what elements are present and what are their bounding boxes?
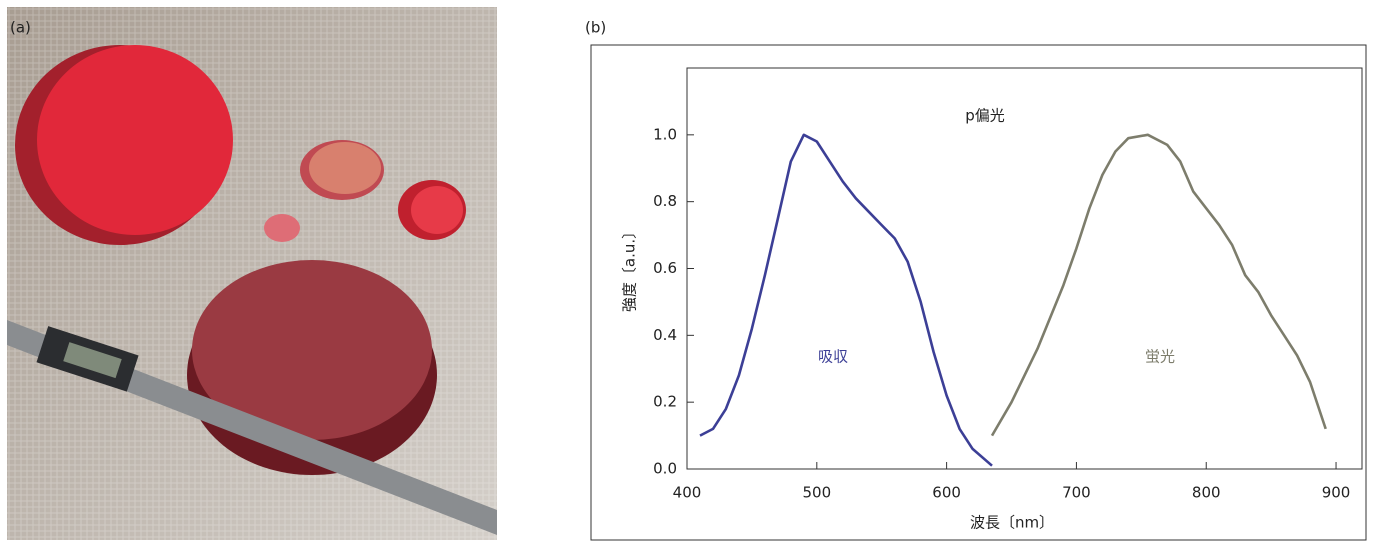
y-tick-label: 0.0 [653,460,677,478]
series-line [992,135,1326,436]
series-line [700,135,992,466]
x-tick-label: 600 [932,484,961,502]
x-tick-label: 700 [1062,484,1091,502]
annotation: 吸収 [818,348,848,366]
y-tick-label: 0.6 [653,259,677,277]
page: (a) (b) 波長〔nm〕 強度〔a.u.〕 400 500 600 700 800 9… [0,0,1373,547]
annotation: 蛍光 [1145,348,1175,366]
y-tick-label: 0.8 [653,192,677,210]
photo [7,7,497,540]
annotation: p偏光 [965,107,1005,125]
y-tick-label: 0.4 [653,326,677,344]
x-tick-label: 500 [802,484,831,502]
panel-label: (b) [585,19,606,37]
y-tick-label: 0.2 [653,393,677,411]
x-tick-label: 400 [673,484,702,502]
y-axis-label: 強度〔a.u.〕 [621,224,639,312]
panel-label: (a) [10,19,31,37]
plot-area [687,68,1362,469]
x-tick-label: 900 [1322,484,1351,502]
figure: (a) (b) 波長〔nm〕 強度〔a.u.〕 400 500 600 700 800 9… [0,0,1373,547]
x-axis-label: 波長〔nm〕 [970,514,1054,532]
y-tick-label: 1.0 [653,125,677,143]
x-tick-label: 800 [1192,484,1221,502]
